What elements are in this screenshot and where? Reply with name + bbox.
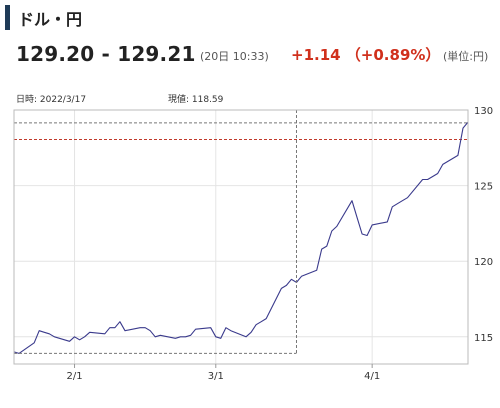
y-axis: 115 120 125 130 [474,106,493,344]
quote-timestamp: (20日 10:33) [200,50,269,63]
x-tick-label: 3/1 [208,371,224,382]
price-change: +1.14 （+0.89%） [291,46,441,64]
chart-info-value: 現値: 118.59 [168,93,224,105]
chart-info-date: 日時: 2022/3/17 [16,94,86,105]
bid-ask-quote: 129.20 - 129.21 [16,42,196,66]
crosshair [14,110,297,354]
reference-lines [14,122,468,140]
unit-label: (単位:円) [443,50,489,63]
price-chart[interactable]: 日時: 2022/3/17 現値: 118.59 115 120 125 130 2/… [0,88,500,404]
y-tick-label: 130 [474,106,493,117]
x-axis: 2/1 3/1 4/1 [66,364,380,382]
quote-header: ドル・円 129.20 - 129.21 (20日 10:33) +1.14 （… [0,0,500,80]
x-tick-label: 2/1 [66,371,82,382]
x-tick-label: 4/1 [364,371,380,382]
grid [14,109,468,364]
y-tick-label: 125 [474,182,493,193]
page-title: ドル・円 [18,10,83,29]
chart-svg[interactable]: 日時: 2022/3/17 現値: 118.59 115 120 125 130 2/… [0,88,500,404]
series-line [13,121,469,354]
y-tick-label: 115 [474,333,493,344]
plot-frame [13,109,469,365]
y-tick-label: 120 [474,257,493,268]
title-accent-bar [5,5,10,30]
series-layer [13,121,469,354]
